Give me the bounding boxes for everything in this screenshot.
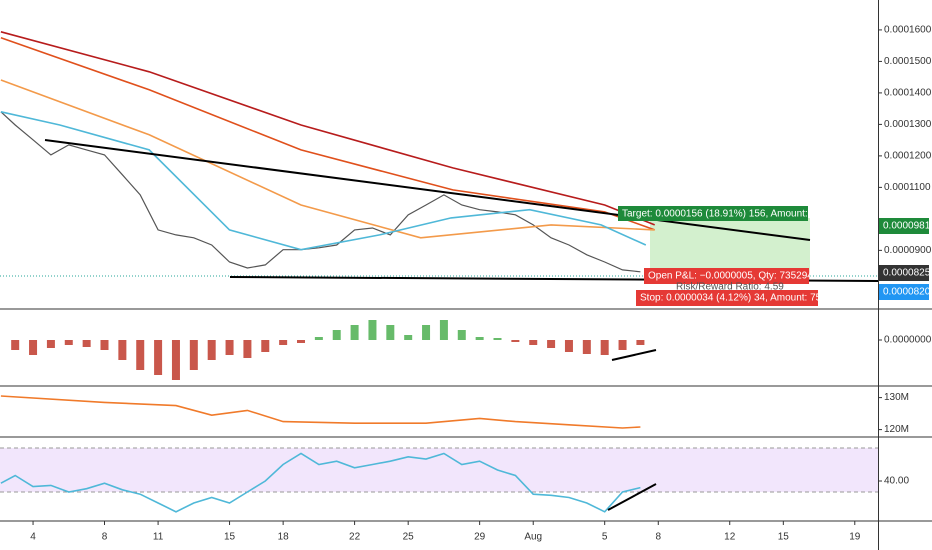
x-tick-label: 19: [849, 532, 861, 543]
price-tag-label: 0.0000820: [883, 287, 931, 298]
pnl-box: [644, 268, 809, 284]
price-tag-label: 0.0000825: [883, 268, 931, 279]
target-zone: [650, 218, 810, 270]
y-tick-label: 0.0001200: [884, 151, 932, 162]
histogram-bar: [11, 340, 20, 350]
histogram-bar: [582, 340, 591, 354]
histogram-bar: [386, 325, 395, 340]
histogram-bar: [118, 340, 127, 360]
series-line: [0, 111, 641, 273]
histogram-bar: [636, 340, 645, 345]
trend-line: [611, 349, 657, 361]
histogram-bar: [564, 340, 573, 352]
stop-label: Stop: 0.0000034 (4.12%) 34, Amount: 750: [640, 293, 827, 304]
x-tick-label: 15: [778, 532, 790, 543]
histogram-bar: [422, 325, 431, 340]
price-tag: [879, 265, 929, 281]
series-line: [0, 31, 655, 226]
risk-reward-label: Risk/Reward Ratio: 4.59: [676, 282, 784, 293]
histogram-bar: [475, 337, 484, 340]
x-tick-label: 5: [602, 532, 608, 543]
histogram-bar: [404, 335, 413, 340]
y-tick-label: 0.0000000: [884, 335, 932, 346]
x-tick-label: 15: [224, 532, 236, 543]
x-tick-label: 4: [30, 532, 36, 543]
histogram-bar: [297, 340, 306, 343]
histogram-bar: [243, 340, 252, 358]
series-line: [0, 111, 647, 251]
price-tag: [879, 218, 929, 234]
y-tick-label: 0.0001300: [884, 119, 932, 130]
x-tick-label: 12: [724, 532, 736, 543]
histogram-bar: [511, 340, 520, 342]
marks: 0.0001600 0.0001500 0.0001400 0.0001300 0.00…: [0, 25, 932, 543]
y-tick-label: 120M: [884, 424, 909, 435]
histogram-bar: [350, 325, 359, 340]
x-tick-label: 8: [102, 532, 108, 543]
histogram-bar: [46, 340, 55, 348]
histogram-bar: [368, 320, 377, 340]
histogram-bar: [439, 320, 448, 340]
y-tick-label: 130M: [884, 392, 909, 403]
histogram-bar: [189, 340, 198, 370]
histogram-bar: [207, 340, 216, 360]
pnl-label: Open P&L: −0.0000005, Qty: 73529411: [648, 271, 824, 282]
y-tick-label: 0.0001400: [884, 88, 932, 99]
price-tag-label: 0.0000981: [883, 221, 931, 232]
histogram-bar: [457, 330, 466, 340]
histogram-bar: [261, 340, 270, 352]
price-tag: [879, 284, 929, 300]
histogram-bar: [82, 340, 91, 347]
histogram-bar: [529, 340, 538, 345]
series-line: [0, 79, 655, 239]
y-tick-label: 0.0001600: [884, 25, 932, 36]
x-tick-label: 11: [153, 532, 164, 543]
x-tick-label: Aug: [524, 532, 542, 543]
histogram-bar: [493, 338, 502, 340]
target-box: [618, 206, 808, 221]
x-tick-label: 29: [474, 532, 486, 543]
y-tick-label: 0.0000900: [884, 245, 932, 256]
series-line: [0, 452, 641, 513]
stop-box: [636, 290, 818, 306]
histogram-bar: [100, 340, 109, 350]
x-tick-label: 8: [655, 532, 661, 543]
histogram-bar: [547, 340, 556, 348]
x-tick-label: 18: [278, 532, 290, 543]
y-tick-label: 0.0001100: [884, 182, 931, 193]
series-line: [0, 395, 641, 429]
x-tick-label: 25: [403, 532, 415, 543]
histogram-bar: [171, 340, 180, 380]
target-label: Target: 0.0000156 (18.91%) 156, Amount: …: [622, 209, 847, 220]
x-tick-label: 22: [349, 532, 361, 543]
histogram-bar: [600, 340, 609, 355]
trend-line: [607, 483, 657, 511]
position-labels: Target: 0.0000156 (18.91%) 156, Amount: …: [618, 206, 931, 306]
histogram-bar: [279, 340, 288, 345]
histogram-bar: [64, 340, 73, 345]
histogram-bar: [314, 337, 323, 340]
histogram-bar: [136, 340, 145, 370]
histogram-bar: [154, 340, 163, 375]
y-tick-label: 40.00: [884, 476, 909, 487]
histogram-bar: [618, 340, 627, 350]
histogram-bar: [29, 340, 38, 355]
histogram-bar: [332, 330, 341, 340]
y-tick-label: 0.0001500: [884, 56, 932, 67]
trend-line: [44, 139, 811, 241]
histogram-bar: [225, 340, 234, 355]
